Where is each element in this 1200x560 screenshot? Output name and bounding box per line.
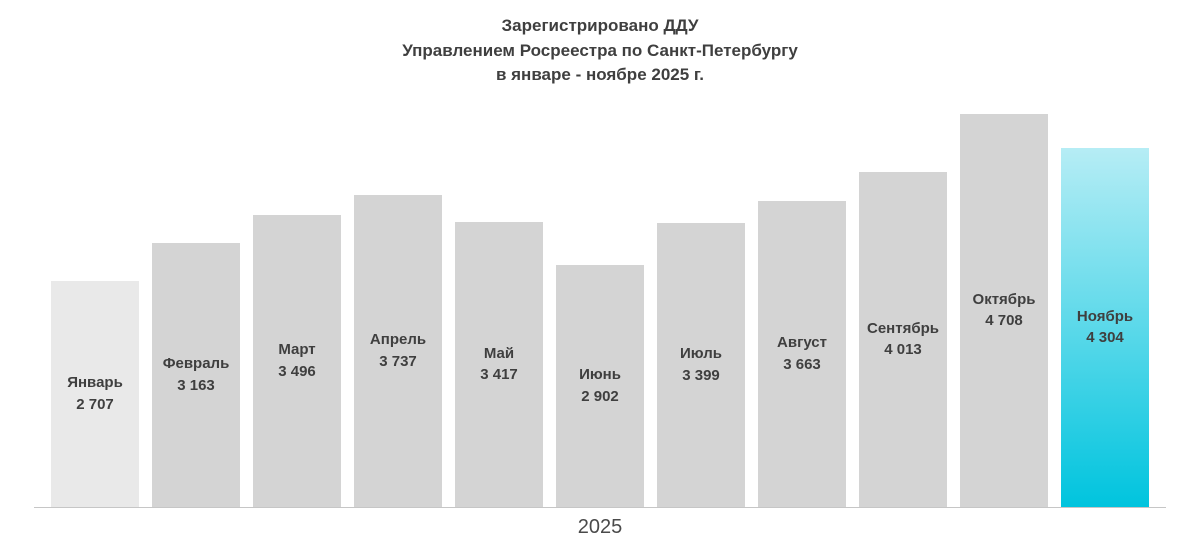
chart-bar-4: Апрель 3 737 xyxy=(354,194,442,507)
bar-label: Февраль 3 163 xyxy=(162,355,230,394)
chart-bar-6: Июнь 2 902 xyxy=(556,264,644,507)
bar-label: Сентябрь 4 013 xyxy=(867,319,939,359)
x-axis-label: 2025 xyxy=(577,515,623,538)
bar-label: Август 3 663 xyxy=(777,334,827,373)
chart-title: Зарегистрировано ДДУ Управлением Росреес… xyxy=(402,16,798,85)
bar-label: Январь 2 707 xyxy=(67,374,123,413)
bar-label: Октябрь 4 708 xyxy=(972,290,1036,330)
chart-bar-11: Ноябрь 4 304 xyxy=(1061,147,1149,507)
x-axis-line xyxy=(34,506,1166,508)
bar-label: Май 3 417 xyxy=(480,344,518,384)
bar-label: Март 3 496 xyxy=(278,341,316,380)
bar-label: Ноябрь 4 304 xyxy=(1076,307,1134,347)
chart-bar-9: Сентябрь 4 013 xyxy=(859,171,947,507)
bar-label: Июль 3 399 xyxy=(680,345,722,384)
chart-bar-3: Март 3 496 xyxy=(253,214,341,507)
chart-bar-10: Октябрь 4 708 xyxy=(960,113,1048,507)
bar-label: Апрель 3 737 xyxy=(369,331,427,370)
chart-bar-1: Январь 2 707 xyxy=(51,280,139,507)
bar-label: Июнь 2 902 xyxy=(579,366,621,405)
chart-bar-2: Февраль 3 163 xyxy=(152,242,240,507)
bars-area: Январь 2 707 Февраль 3 163 Март 3 496 Апрел… xyxy=(0,113,1200,507)
chart-bar-5: Май 3 417 xyxy=(455,221,543,507)
chart-bar-7: Июль 3 399 xyxy=(657,222,745,507)
chart-bar-8: Август 3 663 xyxy=(758,200,846,507)
